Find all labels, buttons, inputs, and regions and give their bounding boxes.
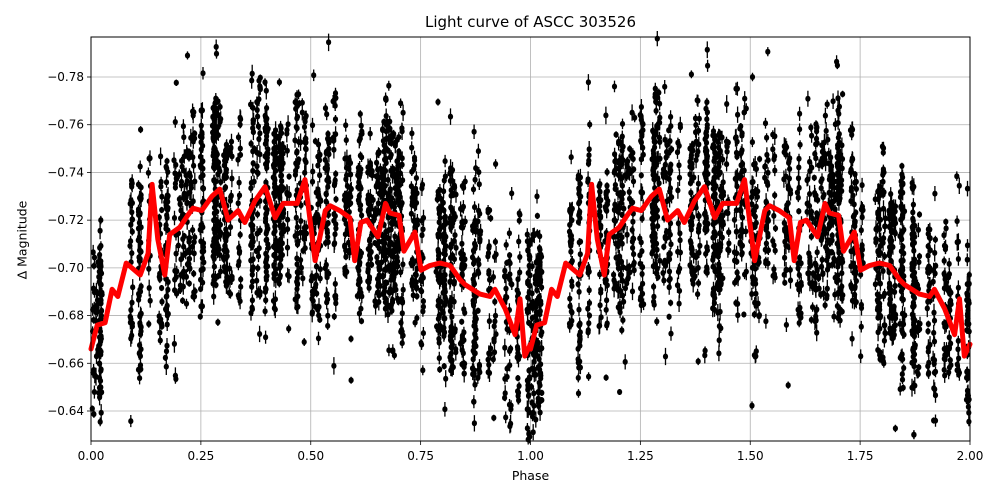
x-tick-label: 0.75 xyxy=(407,449,434,463)
y-tick-label: −0.74 xyxy=(47,165,84,179)
chart-title: Light curve of ASCC 303526 xyxy=(425,13,636,31)
y-axis-ticks: −0.78 −0.76 −0.74 −0.72 −0.70 −0.68 −0.66 −0.64 xyxy=(47,70,91,418)
x-tick-label: 0.00 xyxy=(78,449,105,463)
x-tick-label: 1.50 xyxy=(737,449,764,463)
binned-mean-curve xyxy=(88,177,973,359)
y-tick-label: −0.78 xyxy=(47,70,84,84)
y-tick-label: −0.70 xyxy=(47,261,84,275)
x-tick-label: 1.75 xyxy=(847,449,874,463)
x-axis-label: Phase xyxy=(511,468,550,483)
y-tick-label: −0.76 xyxy=(47,118,84,132)
x-tick-label: 1.00 xyxy=(517,449,544,463)
x-axis-ticks: 0.00 0.25 0.50 0.75 1.00 1.25 1.50 1.75 2.00 xyxy=(78,441,984,463)
x-tick-label: 1.25 xyxy=(627,449,654,463)
x-tick-label: 0.25 xyxy=(188,449,215,463)
y-tick-label: −0.66 xyxy=(47,356,84,370)
y-tick-label: −0.72 xyxy=(47,213,84,227)
y-tick-label: −0.64 xyxy=(47,404,84,418)
observation-points xyxy=(89,31,972,445)
x-tick-label: 2.00 xyxy=(957,449,984,463)
y-tick-label: −0.68 xyxy=(47,309,84,323)
x-tick-label: 0.50 xyxy=(297,449,324,463)
